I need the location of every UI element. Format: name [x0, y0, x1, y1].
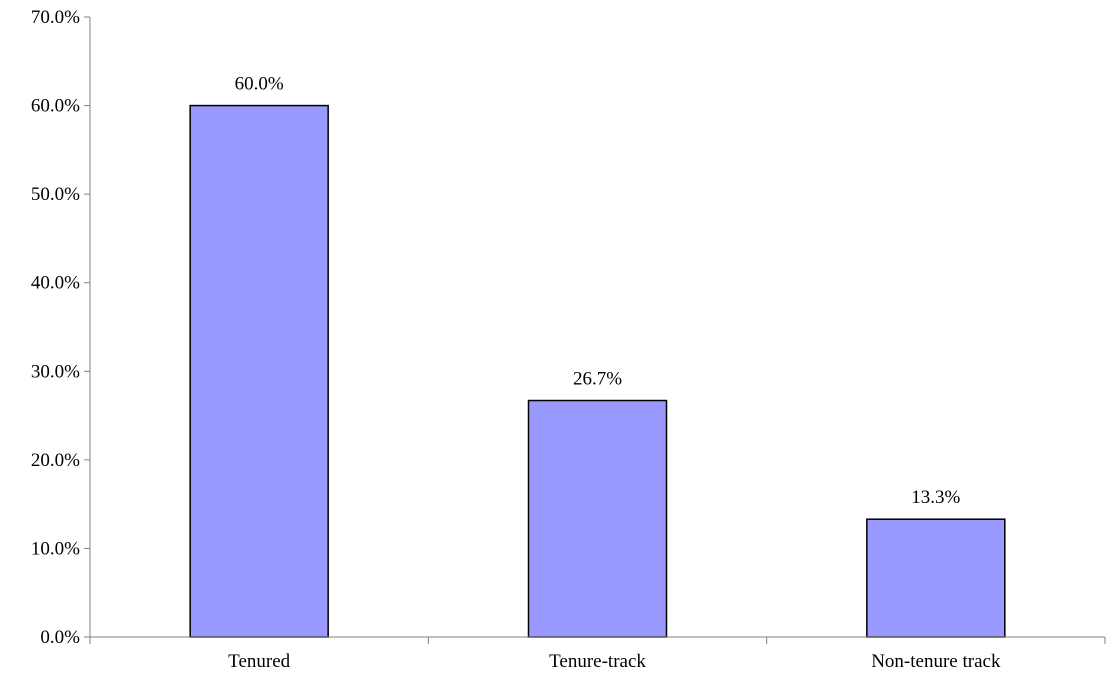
x-category-label: Tenured [228, 651, 290, 672]
y-tick-label: 20.0% [31, 450, 80, 471]
y-tick-label: 10.0% [31, 538, 80, 559]
y-tick-label: 0.0% [40, 627, 80, 648]
y-tick-label: 30.0% [31, 361, 80, 382]
x-axis-ticks: Tenured Tenure-track Non-tenure track [89, 637, 1106, 672]
axes-group [89, 17, 1105, 638]
y-tick-label: 70.0% [31, 7, 80, 28]
y-tick-label: 50.0% [31, 184, 80, 205]
bar-tenure-track [527, 399, 668, 638]
x-category-label: Non-tenure track [871, 651, 1001, 672]
data-labels-group: 60.0% 26.7% 13.3% [235, 74, 961, 509]
bar-tenured [189, 104, 329, 638]
y-tick-label: 60.0% [31, 96, 80, 117]
data-label: 60.0% [235, 74, 284, 95]
bar-non-tenure-track [866, 518, 1006, 638]
data-label: 13.3% [911, 487, 960, 508]
y-axis-ticks: 0.0% 10.0% 20.0% 30.0% 40.0% 50.0% 60.0% 70.0% [31, 7, 90, 648]
y-tick-label: 40.0% [31, 273, 80, 294]
data-label: 26.7% [573, 369, 622, 390]
x-category-label: Tenure-track [549, 651, 646, 672]
bars-group [189, 104, 1006, 638]
